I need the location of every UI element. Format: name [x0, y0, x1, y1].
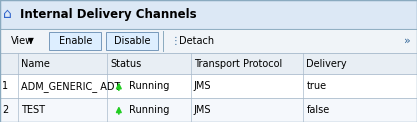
- Text: Internal Delivery Channels: Internal Delivery Channels: [20, 8, 197, 21]
- Text: Name: Name: [21, 59, 50, 69]
- Text: Transport Protocol: Transport Protocol: [194, 59, 282, 69]
- Text: 1: 1: [2, 81, 8, 91]
- Text: ADM_GENERIC_ ADT: ADM_GENERIC_ ADT: [21, 81, 120, 92]
- Text: ⋮: ⋮: [170, 36, 180, 46]
- Bar: [0, 53, 417, 74]
- Text: Delivery: Delivery: [306, 59, 347, 69]
- Text: »: »: [404, 36, 411, 46]
- Text: TEST: TEST: [21, 105, 45, 115]
- Text: Running: Running: [129, 105, 169, 115]
- Text: true: true: [306, 81, 327, 91]
- Text: ⌂: ⌂: [3, 7, 12, 21]
- Text: Enable: Enable: [58, 36, 92, 46]
- Text: ▼: ▼: [28, 36, 33, 45]
- Text: 2: 2: [2, 105, 8, 115]
- Text: Status: Status: [111, 59, 142, 69]
- Bar: [0, 74, 417, 98]
- Bar: [0, 0, 417, 29]
- Bar: [106, 32, 158, 50]
- Text: Disable: Disable: [114, 36, 151, 46]
- Bar: [49, 32, 101, 50]
- Bar: [0, 29, 417, 53]
- Text: Detach: Detach: [179, 36, 214, 46]
- Bar: [0, 98, 417, 122]
- Text: Running: Running: [129, 81, 169, 91]
- Text: JMS: JMS: [194, 81, 211, 91]
- Text: false: false: [306, 105, 330, 115]
- Text: View: View: [10, 36, 33, 46]
- Text: JMS: JMS: [194, 105, 211, 115]
